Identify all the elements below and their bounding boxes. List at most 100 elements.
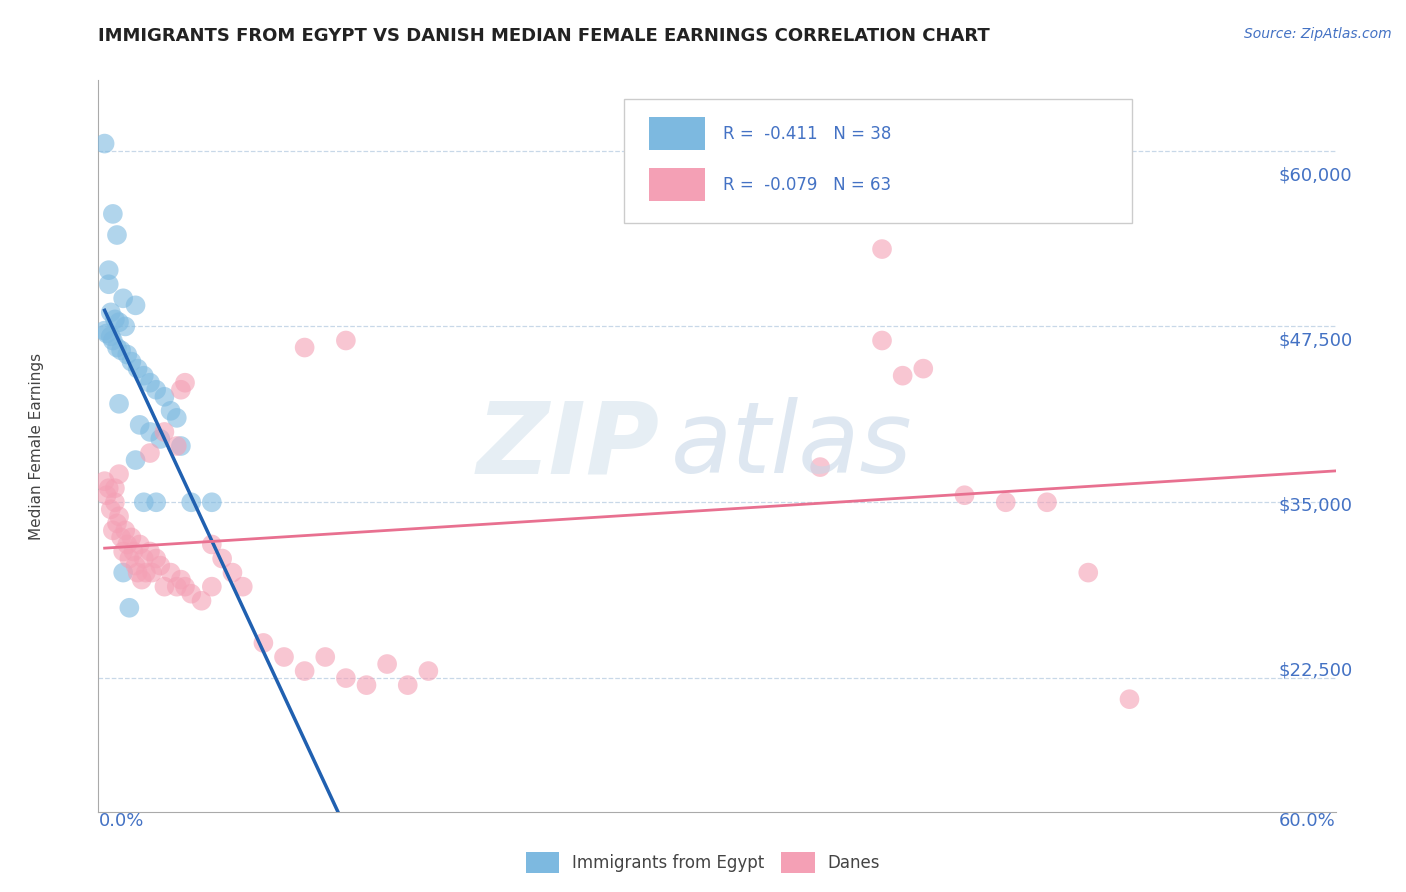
- Point: [179, 496, 201, 510]
- Point: [186, 542, 209, 557]
- Point: [209, 430, 232, 444]
- Point: [197, 556, 219, 570]
- Point: [177, 344, 200, 359]
- Point: [274, 549, 297, 563]
- Point: [264, 496, 287, 510]
- FancyBboxPatch shape: [638, 124, 1085, 241]
- Point: [200, 562, 222, 576]
- Point: [172, 490, 194, 504]
- Text: 60.0%: 60.0%: [1209, 794, 1265, 812]
- Point: [219, 556, 242, 570]
- Point: [204, 377, 226, 392]
- Text: 0.0%: 0.0%: [176, 794, 221, 812]
- Point: [184, 353, 207, 368]
- Point: [201, 424, 224, 438]
- Point: [184, 529, 207, 543]
- Point: [172, 338, 194, 352]
- Point: [209, 450, 232, 464]
- Point: [186, 562, 209, 576]
- Point: [183, 404, 205, 418]
- Point: [173, 292, 195, 306]
- Point: [215, 391, 238, 405]
- Point: [181, 245, 204, 260]
- Point: [233, 575, 256, 590]
- Point: [291, 575, 314, 590]
- Point: [382, 661, 405, 675]
- Point: [204, 549, 226, 563]
- Point: [928, 490, 950, 504]
- Point: [233, 443, 256, 458]
- Point: [228, 562, 250, 576]
- Point: [246, 582, 269, 596]
- Point: [188, 523, 211, 537]
- Point: [222, 430, 245, 444]
- Point: [194, 364, 217, 378]
- Point: [309, 628, 332, 642]
- Bar: [661, 141, 710, 172]
- Point: [176, 318, 198, 332]
- Point: [177, 523, 200, 537]
- Point: [1073, 681, 1095, 696]
- Point: [179, 483, 201, 497]
- Point: [382, 344, 405, 359]
- Legend: Immigrants from Egypt, Danes: Immigrants from Egypt, Danes: [519, 846, 887, 880]
- Point: [240, 575, 263, 590]
- Point: [190, 358, 212, 372]
- Point: [219, 437, 242, 451]
- Point: [202, 569, 225, 583]
- Point: [963, 496, 986, 510]
- Point: [190, 536, 212, 550]
- Point: [201, 536, 224, 550]
- Point: [1036, 562, 1059, 576]
- Point: [256, 589, 278, 603]
- Point: [170, 335, 193, 350]
- Point: [197, 457, 219, 471]
- Text: R =  -0.411   N = 38: R = -0.411 N = 38: [725, 148, 894, 166]
- Point: [188, 331, 211, 345]
- Point: [233, 417, 256, 431]
- Point: [222, 575, 245, 590]
- Point: [264, 536, 287, 550]
- Point: [215, 496, 238, 510]
- Point: [328, 641, 350, 656]
- Text: ZIP: ZIP: [498, 402, 682, 499]
- Point: [212, 562, 235, 576]
- Point: [215, 549, 238, 563]
- Point: [207, 562, 229, 576]
- Point: [181, 516, 204, 530]
- Point: [209, 384, 232, 398]
- Point: [191, 595, 214, 609]
- Point: [179, 325, 201, 339]
- Point: [264, 575, 287, 590]
- Point: [173, 483, 195, 497]
- Point: [173, 278, 195, 293]
- Point: [177, 226, 200, 240]
- Point: [170, 476, 193, 491]
- Point: [283, 562, 305, 576]
- Bar: [661, 189, 710, 220]
- Point: [197, 311, 219, 326]
- Point: [209, 542, 232, 557]
- Text: Median Female Earnings: Median Female Earnings: [114, 357, 129, 544]
- Point: [191, 549, 214, 563]
- Point: [238, 569, 260, 583]
- Point: [419, 648, 441, 663]
- Point: [183, 470, 205, 484]
- Text: atlas: atlas: [665, 402, 907, 499]
- Point: [238, 391, 260, 405]
- Point: [181, 351, 204, 365]
- Point: [240, 384, 263, 398]
- Point: [200, 371, 222, 385]
- Point: [228, 410, 250, 425]
- Point: [222, 397, 245, 411]
- Point: [170, 160, 193, 174]
- Point: [194, 529, 217, 543]
- Point: [873, 377, 896, 392]
- Point: [238, 443, 260, 458]
- Point: [346, 655, 368, 669]
- Point: [364, 641, 387, 656]
- Point: [346, 351, 368, 365]
- Point: [246, 496, 269, 510]
- Text: Source: ZipAtlas.com: Source: ZipAtlas.com: [1244, 27, 1392, 41]
- Point: [855, 259, 877, 273]
